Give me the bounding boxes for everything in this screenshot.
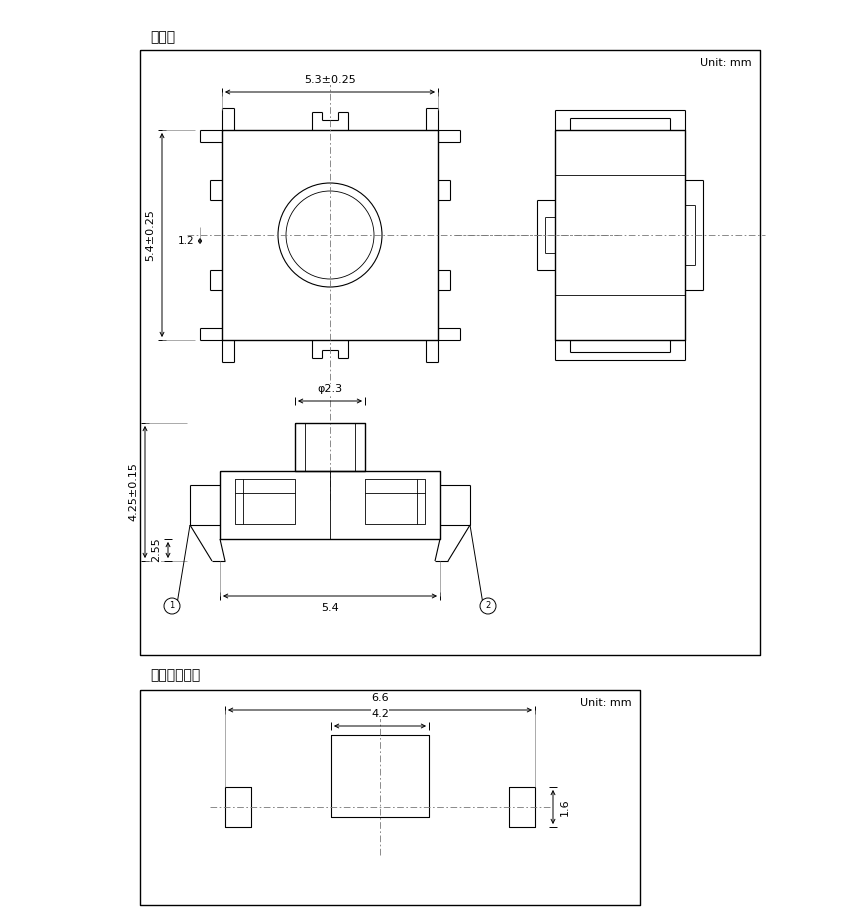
Text: 2.55: 2.55 — [151, 537, 161, 562]
Text: 4.25±0.15: 4.25±0.15 — [128, 463, 138, 521]
Text: φ2.3: φ2.3 — [317, 384, 342, 394]
Text: 4.2: 4.2 — [371, 709, 389, 719]
Text: 6.6: 6.6 — [371, 693, 388, 703]
Text: 1.2: 1.2 — [178, 236, 194, 246]
Text: 外形图: 外形图 — [150, 30, 175, 44]
Text: Unit: mm: Unit: mm — [701, 58, 752, 68]
Text: 1.6: 1.6 — [560, 798, 570, 816]
Text: 5.3±0.25: 5.3±0.25 — [304, 75, 355, 85]
Text: 5.4: 5.4 — [321, 603, 339, 613]
Text: 2: 2 — [486, 601, 491, 610]
Text: 焊接处尺寸图: 焊接处尺寸图 — [150, 668, 200, 682]
Text: 5.4±0.25: 5.4±0.25 — [145, 209, 155, 261]
Text: 1: 1 — [169, 601, 174, 610]
Text: Unit: mm: Unit: mm — [580, 698, 632, 708]
